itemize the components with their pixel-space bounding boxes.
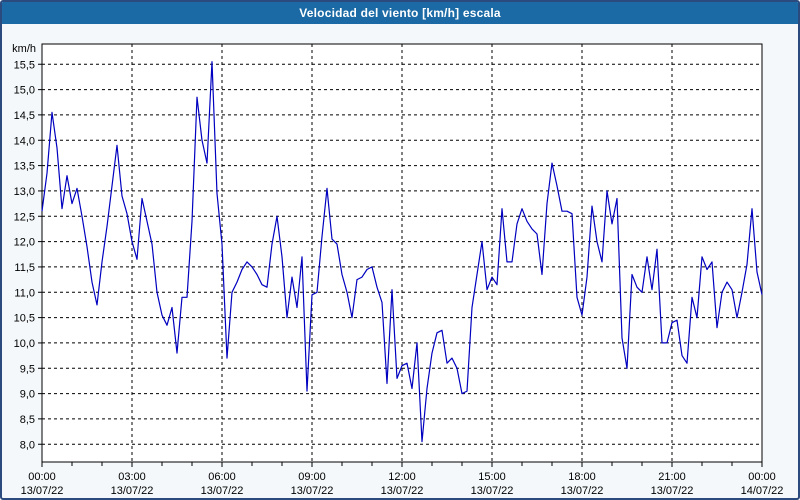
x-axis-time-label: 12:00	[388, 471, 416, 483]
x-axis-time-label: 03:00	[118, 471, 146, 483]
y-axis-tick-label: 10,0	[14, 338, 35, 350]
y-axis-tick-label: 13,5	[14, 161, 35, 173]
y-axis-unit-label: km/h	[12, 43, 36, 55]
y-axis-tick-label: 9,0	[20, 389, 35, 401]
x-axis-date-label: 13/07/22	[111, 485, 154, 497]
x-axis-time-label: 00:00	[28, 471, 56, 483]
x-axis-date-label: 13/07/22	[651, 485, 694, 497]
y-axis-tick-label: 10,5	[14, 313, 35, 325]
y-axis-tick-label: 12,0	[14, 237, 35, 249]
x-axis-date-label: 13/07/22	[291, 485, 334, 497]
x-axis-time-label: 18:00	[568, 471, 596, 483]
y-axis-tick-label: 8,0	[20, 439, 35, 451]
wind-speed-line	[41, 61, 763, 443]
x-axis-time-label: 09:00	[298, 471, 326, 483]
x-axis-date-label: 14/07/22	[741, 485, 784, 497]
x-axis-date-label: 13/07/22	[561, 485, 604, 497]
x-axis-date-label: 13/07/22	[201, 485, 244, 497]
y-axis-tick-label: 15,0	[14, 85, 35, 97]
y-axis-tick-label: 15,5	[14, 59, 35, 71]
y-axis-tick-label: 14,5	[14, 110, 35, 122]
y-axis-tick-label: 13,0	[14, 186, 35, 198]
x-axis-time-label: 06:00	[208, 471, 236, 483]
y-axis-tick-label: 14,0	[14, 135, 35, 147]
y-axis-tick-label: 12,5	[14, 211, 35, 223]
title-bar: Velocidad del viento [km/h] escala	[2, 2, 798, 24]
y-axis-tick-label: 11,5	[14, 262, 35, 274]
x-axis-date-label: 13/07/22	[381, 485, 424, 497]
chart-title: Velocidad del viento [km/h] escala	[299, 6, 501, 20]
plot-frame	[41, 43, 763, 463]
y-axis-tick-label: 11,0	[14, 287, 35, 299]
x-axis-time-label: 00:00	[748, 471, 776, 483]
y-axis-tick-label: 8,5	[20, 414, 35, 426]
y-axis-tick-label: 9,5	[20, 363, 35, 375]
x-axis-time-label: 21:00	[658, 471, 686, 483]
x-axis-date-label: 13/07/22	[471, 485, 514, 497]
x-axis-time-label: 15:00	[478, 471, 506, 483]
x-axis-date-label: 13/07/22	[21, 485, 64, 497]
